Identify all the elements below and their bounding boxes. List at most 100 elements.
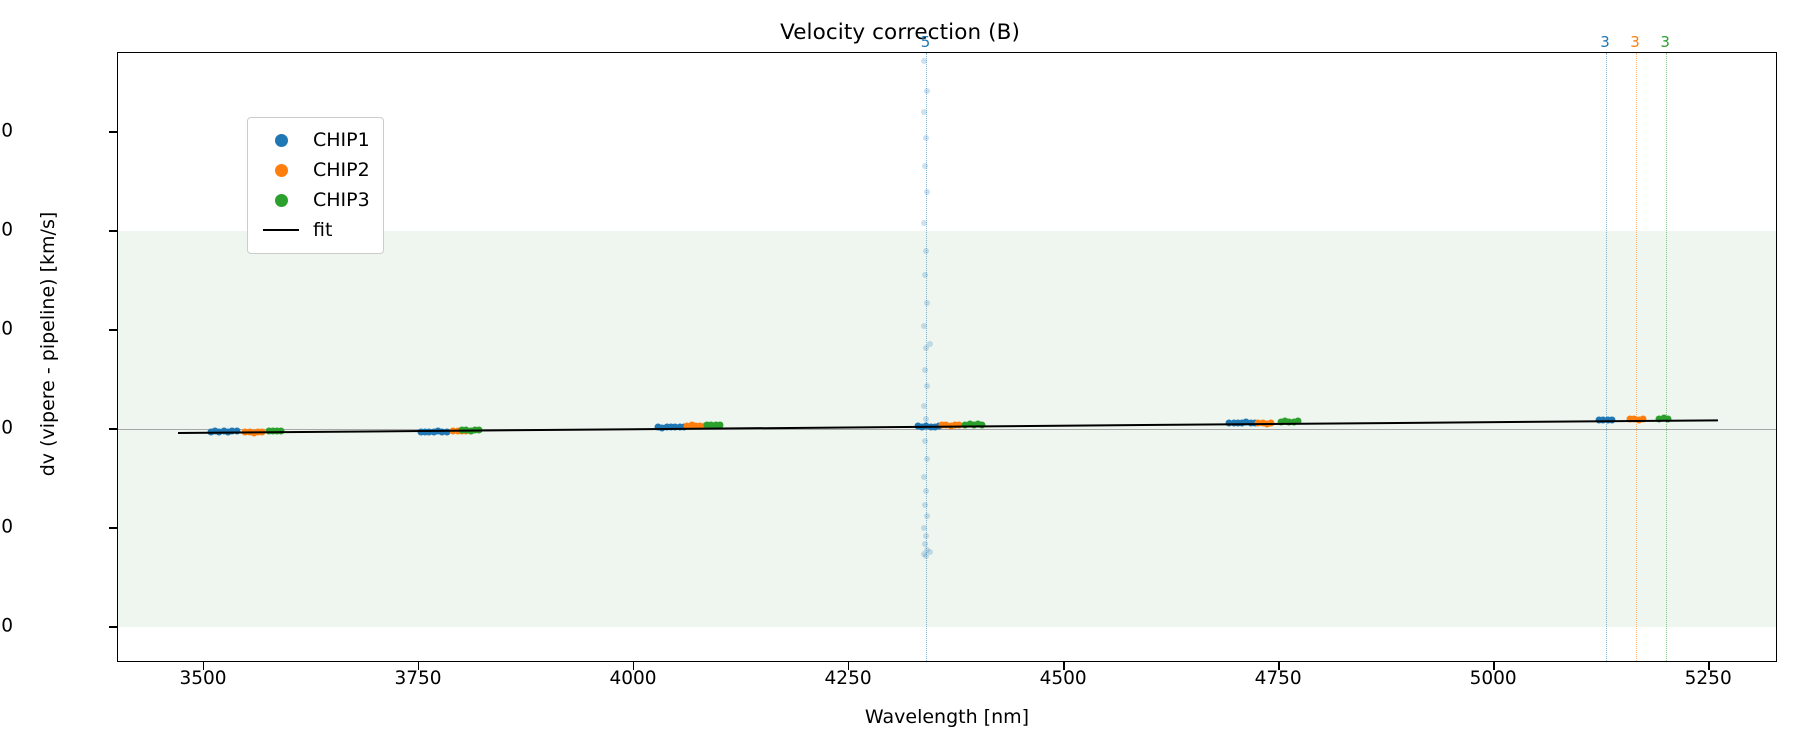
legend[interactable]: CHIP1 CHIP2 CHIP3 fit — [247, 117, 384, 254]
data-point — [273, 427, 281, 435]
y-tick-label: 0 — [1, 417, 13, 439]
data-point — [918, 423, 926, 431]
data-point — [241, 428, 249, 436]
data-point — [246, 428, 254, 436]
marker-count-label: 3 — [1600, 33, 1610, 51]
legend-dot-icon — [259, 193, 303, 207]
data-point — [1639, 415, 1647, 423]
x-tick-mark — [1493, 662, 1495, 670]
data-point — [1294, 417, 1302, 425]
x-tick-mark — [848, 662, 850, 670]
legend-label: fit — [313, 219, 333, 241]
data-point — [654, 423, 662, 431]
data-point — [1635, 416, 1643, 424]
data-point — [951, 421, 959, 429]
rejected-point — [924, 513, 931, 520]
rejected-point — [923, 248, 930, 255]
data-point — [458, 426, 466, 434]
data-point — [1655, 415, 1663, 423]
x-tick-label: 4250 — [824, 668, 872, 689]
data-point — [1595, 416, 1603, 424]
legend-dot-icon — [259, 163, 303, 177]
data-point — [471, 426, 479, 434]
y-tick-mark — [109, 230, 117, 232]
data-point — [707, 421, 715, 429]
rejected-point — [923, 135, 930, 142]
legend-item-chip3[interactable]: CHIP3 — [259, 185, 370, 215]
data-point — [430, 428, 438, 436]
rejected-point — [924, 299, 931, 306]
acceptance-band — [118, 231, 1776, 628]
data-point — [692, 422, 700, 430]
data-point — [683, 422, 691, 430]
x-tick-label: 4750 — [1254, 668, 1302, 689]
x-axis-label: Wavelength [nm] — [864, 706, 1030, 728]
data-point — [421, 428, 429, 436]
marker-count-label: 5 — [920, 33, 931, 51]
data-point — [703, 421, 711, 429]
data-point — [467, 427, 475, 435]
marker-line — [1666, 53, 1668, 661]
data-point — [462, 426, 470, 434]
x-tick-label: 5000 — [1469, 668, 1517, 689]
data-point — [233, 427, 241, 435]
legend-line-icon — [263, 228, 299, 232]
rejected-point — [920, 57, 927, 64]
x-tick-label: 5250 — [1684, 668, 1732, 689]
data-point — [1290, 418, 1298, 426]
data-point — [207, 428, 215, 436]
data-point — [1277, 418, 1285, 426]
y-tick-label: 100 — [0, 219, 13, 241]
y-tick-mark — [109, 527, 117, 529]
x-tick-label: 3500 — [179, 668, 227, 689]
data-point — [449, 427, 457, 435]
legend-dot-icon — [274, 163, 288, 177]
x-tick-mark — [203, 662, 205, 670]
data-point — [942, 421, 950, 429]
data-point — [250, 429, 258, 437]
rejected-point — [921, 271, 928, 278]
plot-area: CHIP1 CHIP2 CHIP3 fit — [117, 52, 1777, 662]
rejected-point — [924, 547, 931, 554]
data-point — [417, 428, 425, 436]
legend-item-fit[interactable]: fit — [259, 215, 370, 245]
rejected-point — [920, 109, 927, 116]
rejected-point — [924, 87, 931, 94]
rejected-point — [926, 549, 933, 556]
data-point — [716, 421, 724, 429]
x-tick-mark — [1063, 662, 1065, 670]
data-point — [265, 427, 273, 435]
rejected-point — [926, 341, 933, 348]
data-point — [696, 422, 704, 430]
data-point — [1230, 419, 1238, 427]
legend-label: CHIP2 — [313, 159, 370, 181]
data-point — [667, 423, 675, 431]
y-tick-mark — [109, 626, 117, 628]
x-tick-mark — [1278, 662, 1280, 670]
data-point — [1254, 419, 1262, 427]
data-point — [978, 421, 986, 429]
y-tick-label: −100 — [0, 615, 13, 637]
rejected-point — [921, 162, 928, 169]
data-point — [215, 428, 223, 436]
data-point — [927, 423, 935, 431]
data-point — [438, 428, 446, 436]
rejected-point — [924, 188, 931, 195]
x-tick-label: 3750 — [394, 668, 442, 689]
legend-item-chip1[interactable]: CHIP1 — [259, 125, 370, 155]
data-point — [1660, 414, 1668, 422]
data-point — [211, 427, 219, 435]
legend-item-chip2[interactable]: CHIP2 — [259, 155, 370, 185]
legend-line-icon — [259, 228, 303, 232]
data-point — [658, 424, 666, 432]
rejected-point — [923, 553, 930, 560]
data-point — [961, 421, 969, 429]
legend-dot-icon — [259, 133, 303, 147]
rejected-point — [923, 533, 930, 540]
data-point — [974, 420, 982, 428]
marker-count-label: 3 — [1630, 33, 1640, 51]
data-point — [671, 423, 679, 431]
data-point — [1604, 416, 1612, 424]
data-point — [254, 428, 262, 436]
legend-dot-icon — [274, 133, 288, 147]
